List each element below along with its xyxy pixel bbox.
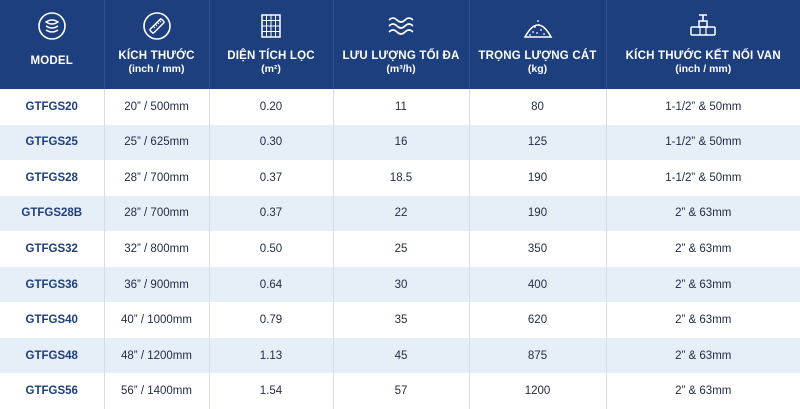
cell-sand: 190 — [469, 195, 607, 232]
cell-model: GTFGS48 — [0, 337, 105, 374]
cell-valve: 1-1/2” & 50mm — [606, 124, 800, 161]
cell-valve: 1-1/2” & 50mm — [606, 160, 800, 196]
cell-area: 0.79 — [209, 302, 334, 338]
header-sand-unit: (kg) — [527, 63, 548, 75]
cell-sand: 620 — [469, 302, 607, 338]
header-area-label: DIỆN TÍCH LỌC — [227, 50, 315, 62]
cell-sand: 125 — [469, 124, 607, 161]
cell-sand: 350 — [469, 231, 607, 267]
cell-valve: 2” & 63mm — [606, 373, 800, 409]
header-flow-unit: (m³/h) — [386, 63, 416, 75]
cell-flow: 18.5 — [333, 160, 470, 196]
cell-area: 0.37 — [209, 195, 334, 232]
cell-flow: 16 — [333, 124, 470, 161]
ruler-icon — [142, 12, 171, 40]
table-row: GTFGS48 48” / 1200mm 1.13 45 875 2” & 63… — [0, 337, 800, 374]
cell-sand: 80 — [469, 89, 607, 125]
cell-size: 28” / 700mm — [104, 160, 210, 196]
cell-sand: 875 — [469, 337, 607, 374]
cell-size: 28” / 700mm — [104, 195, 210, 232]
cell-sand: 1200 — [469, 373, 607, 409]
header-area: DIỆN TÍCH LỌC (m²) — [209, 0, 334, 89]
cell-valve: 1-1/2” & 50mm — [606, 89, 800, 125]
cell-model: GTFGS20 — [0, 89, 105, 125]
header-row: MODEL KÍCH THƯỚC (inch / mm) — [0, 0, 800, 89]
cell-model: GTFGS28 — [0, 160, 105, 196]
cell-area: 0.20 — [209, 89, 334, 125]
header-valve: KÍCH THƯỚC KẾT NỐI VAN (inch / mm) — [606, 0, 800, 89]
cell-flow: 57 — [333, 373, 470, 409]
header-valve-unit: (inch / mm) — [675, 63, 732, 75]
table-header: MODEL KÍCH THƯỚC (inch / mm) — [0, 0, 800, 89]
cell-size: 56” / 1400mm — [104, 373, 210, 409]
header-area-unit: (m²) — [261, 63, 281, 75]
table-row: GTFGS28 28” / 700mm 0.37 18.5 190 1-1/2”… — [0, 160, 800, 196]
grid-icon — [261, 14, 281, 38]
cell-area: 0.37 — [209, 160, 334, 196]
cell-model: GTFGS25 — [0, 124, 105, 161]
header-model-label: MODEL — [30, 55, 74, 67]
header-sand: TRỌNG LƯỢNG CÁT (kg) — [469, 0, 607, 89]
table-row: GTFGS25 25” / 625mm 0.30 16 125 1-1/2” &… — [0, 124, 800, 161]
cell-size: 40” / 1000mm — [104, 302, 210, 338]
header-size: KÍCH THƯỚC (inch / mm) — [104, 0, 210, 89]
sand-pile-icon — [523, 20, 552, 38]
cell-area: 1.54 — [209, 373, 334, 409]
table-row: GTFGS56 56” / 1400mm 1.54 57 1200 2” & 6… — [0, 373, 800, 409]
table-body: GTFGS20 20” / 500mm 0.20 11 80 1-1/2” & … — [0, 89, 800, 409]
cell-size: 32” / 800mm — [104, 231, 210, 267]
cell-flow: 45 — [333, 337, 470, 374]
cell-model: GTFGS32 — [0, 231, 105, 267]
cell-model: GTFGS40 — [0, 302, 105, 338]
cell-sand: 400 — [469, 266, 607, 303]
table-row: GTFGS32 32” / 800mm 0.50 25 350 2” & 63m… — [0, 231, 800, 267]
cell-valve: 2” & 63mm — [606, 266, 800, 303]
cell-model: GTFGS28B — [0, 195, 105, 232]
table-row: GTFGS36 36” / 900mm 0.64 30 400 2” & 63m… — [0, 266, 800, 303]
cell-flow: 30 — [333, 266, 470, 303]
cell-size: 20” / 500mm — [104, 89, 210, 125]
cell-size: 48” / 1200mm — [104, 337, 210, 374]
cell-model: GTFGS56 — [0, 373, 105, 409]
cell-size: 25” / 625mm — [104, 124, 210, 161]
header-size-label: KÍCH THƯỚC — [118, 50, 195, 62]
waves-icon — [388, 17, 414, 35]
cell-area: 0.30 — [209, 124, 334, 161]
header-sand-label: TRỌNG LƯỢNG CÁT — [478, 50, 597, 62]
cell-valve: 2” & 63mm — [606, 231, 800, 267]
table-row: GTFGS40 40” / 1000mm 0.79 35 620 2” & 63… — [0, 302, 800, 338]
cell-size: 36” / 900mm — [104, 266, 210, 303]
cell-flow: 11 — [333, 89, 470, 125]
cell-flow: 22 — [333, 195, 470, 232]
cell-area: 1.13 — [209, 337, 334, 374]
sand-layers-icon — [37, 12, 66, 40]
cell-model: GTFGS36 — [0, 266, 105, 303]
cell-sand: 190 — [469, 160, 607, 196]
valve-icon — [690, 14, 716, 36]
header-flow: LƯU LƯỢNG TỐI ĐA (m³/h) — [333, 0, 470, 89]
cell-flow: 25 — [333, 231, 470, 267]
cell-area: 0.64 — [209, 266, 334, 303]
cell-flow: 35 — [333, 302, 470, 338]
table-row: GTFGS28B 28” / 700mm 0.37 22 190 2” & 63… — [0, 195, 800, 232]
header-model: MODEL — [0, 0, 105, 89]
table-row: GTFGS20 20” / 500mm 0.20 11 80 1-1/2” & … — [0, 89, 800, 125]
header-size-unit: (inch / mm) — [128, 63, 185, 75]
header-flow-label: LƯU LƯỢNG TỐI ĐA — [342, 50, 460, 62]
cell-valve: 2” & 63mm — [606, 337, 800, 374]
cell-valve: 2” & 63mm — [606, 195, 800, 232]
cell-area: 0.50 — [209, 231, 334, 267]
cell-valve: 2” & 63mm — [606, 302, 800, 338]
header-valve-label: KÍCH THƯỚC KẾT NỐI VAN — [625, 50, 781, 62]
